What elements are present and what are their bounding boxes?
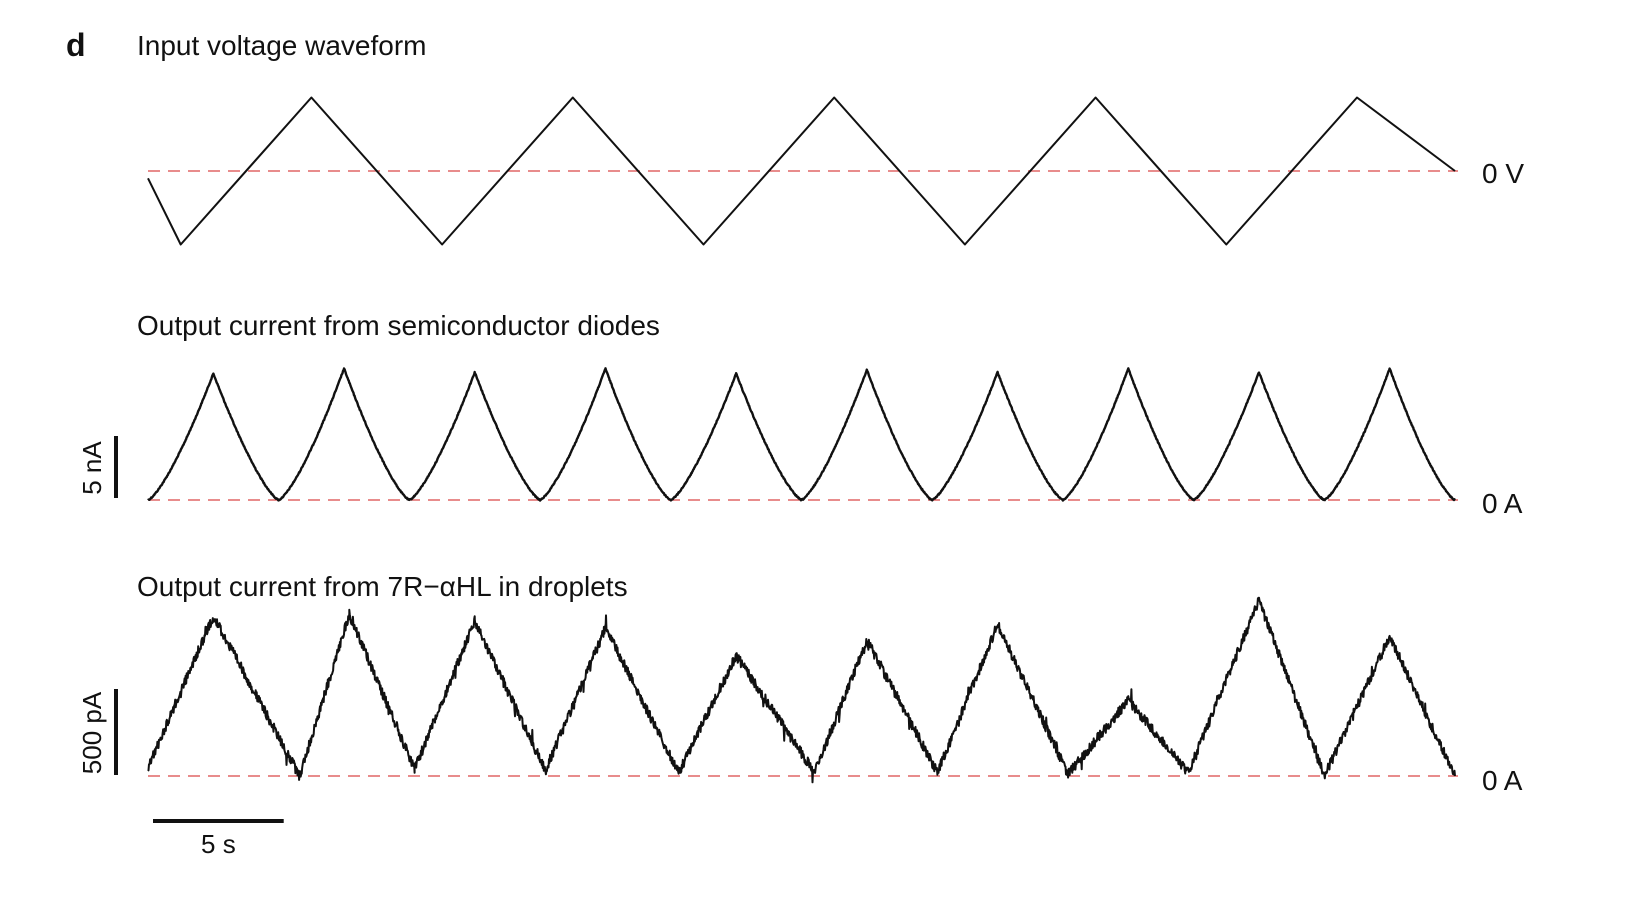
- droplet-zero-label: 0 A: [1482, 765, 1523, 796]
- droplet-y-scalebar-label: 500 pA: [77, 691, 107, 774]
- voltage-trace: [147, 96, 1456, 246]
- diode-current-trace: [147, 367, 1456, 502]
- diode-panel-title: Output current from semiconductor diodes: [137, 310, 660, 341]
- time-scalebar-label: 5 s: [201, 829, 236, 859]
- voltage-panel: Input voltage waveform 0 V: [137, 30, 1524, 246]
- diode-y-scalebar-label: 5 nA: [77, 441, 107, 495]
- time-scalebar-group: 5 s: [153, 819, 284, 859]
- voltage-panel-title: Input voltage waveform: [137, 30, 427, 61]
- droplet-panel-title: Output current from 7R−αHL in droplets: [137, 571, 628, 602]
- diode-panel: Output current from semiconductor diodes…: [77, 310, 1523, 519]
- droplet-panel: Output current from 7R−αHL in droplets 5…: [77, 571, 1523, 796]
- panel-letter: d: [66, 27, 86, 63]
- voltage-zero-label: 0 V: [1482, 158, 1524, 189]
- diode-zero-label: 0 A: [1482, 488, 1523, 519]
- droplet-current-trace: [147, 596, 1456, 784]
